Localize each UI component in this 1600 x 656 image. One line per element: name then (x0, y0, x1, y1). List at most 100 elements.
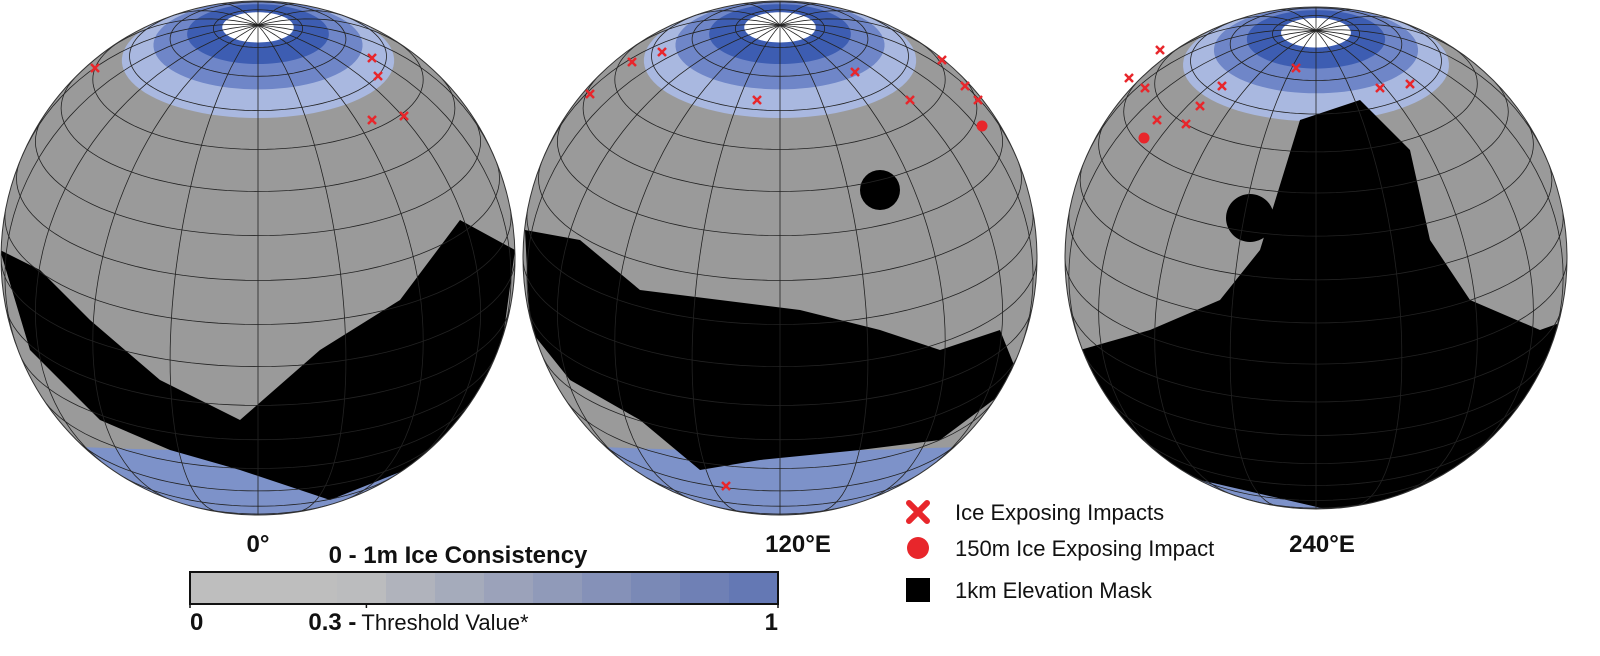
colorbar-bin (631, 572, 681, 604)
colorbar-bin (729, 572, 779, 604)
graticule (257, 24, 424, 500)
impact-marker (1195, 101, 1205, 111)
globe-label: 0° (247, 531, 270, 558)
impact-marker-stroke (850, 67, 860, 77)
impact-marker (850, 67, 860, 77)
elevation-mask (525, 230, 1020, 470)
elevation-mask (1226, 194, 1274, 242)
graticule (779, 18, 930, 49)
graticule (1315, 29, 1548, 160)
impact-marker-stroke (1181, 119, 1191, 129)
globe (1065, 7, 1567, 509)
colorbar-bin (337, 572, 387, 604)
impact-marker-stroke (1195, 101, 1205, 111)
graticule (1315, 30, 1564, 346)
impact-marker-stroke (1152, 115, 1162, 125)
globe-label: 240°E (1289, 531, 1355, 558)
threshold-note: Threshold Value* (361, 610, 529, 635)
globe-outline (0, 0, 516, 516)
globe-outline (1064, 6, 1568, 510)
impact-marker-stroke (1405, 79, 1415, 89)
graticule (257, 24, 347, 513)
impact-marker (752, 95, 762, 105)
graticule (257, 10, 341, 26)
legend-mask-icon (906, 578, 930, 602)
graticule (1235, 16, 1317, 31)
graticule (257, 24, 512, 349)
graticule (1068, 30, 1317, 346)
impact-marker-stroke (399, 111, 409, 121)
impact-marker-stroke (657, 47, 667, 57)
impact-marker-stroke (973, 95, 983, 105)
impact-marker-stroke (960, 81, 970, 91)
colorbar-bin (680, 572, 730, 604)
graticule (779, 10, 863, 26)
impact-marker (367, 115, 377, 125)
colorbar-tick-label: 0.3 - (308, 609, 356, 636)
impact-marker (627, 57, 637, 67)
impact-marker (1152, 115, 1162, 125)
impact-marker-stroke (1155, 45, 1165, 55)
impact-marker-stroke (627, 57, 637, 67)
graticule (526, 24, 781, 349)
colorbar-bin (533, 572, 583, 604)
impact-marker (1375, 83, 1385, 93)
impact-marker (399, 111, 409, 121)
colorbar-bin (386, 572, 436, 604)
impact-marker-stroke (1217, 81, 1227, 91)
impact-marker (1217, 81, 1227, 91)
impact-marker (937, 55, 947, 65)
colorbar-bin (484, 572, 534, 604)
colorbar-frame (189, 571, 779, 605)
impact-marker-stroke (585, 89, 595, 99)
impact-marker-stroke (1124, 73, 1134, 83)
graticule (691, 24, 781, 513)
impact-marker-stroke (1140, 83, 1150, 93)
impact-marker (960, 81, 970, 91)
graticule (257, 24, 482, 462)
graticule (1098, 30, 1317, 457)
graticule (92, 24, 259, 500)
graticule (169, 24, 259, 513)
graticule (257, 24, 495, 158)
graticule (744, 3, 781, 26)
colorbar-bin (288, 572, 338, 604)
legend-x-icon (906, 500, 930, 524)
globe (1, 1, 515, 515)
impact-marker (90, 63, 100, 73)
graticule (1315, 30, 1534, 457)
graticule (779, 24, 1034, 349)
graticule (175, 10, 259, 26)
impact-marker (973, 95, 983, 105)
impact-marker (1291, 63, 1301, 73)
colorbar-tick-label: 0 (190, 609, 203, 636)
globe-outline (522, 0, 1038, 516)
graticule (697, 10, 781, 26)
impact-marker-stroke (373, 71, 383, 81)
graticule (779, 3, 816, 26)
colorbar-tick-label: 1 (765, 609, 778, 636)
colorbar: 0 0.3 - Threshold Value* 1 (189, 571, 779, 636)
graticule (257, 18, 408, 49)
impact-marker-stroke (721, 481, 731, 491)
elevation-mask (1, 220, 515, 500)
globe (523, 1, 1037, 515)
colorbar-bin (435, 572, 485, 604)
graticule (1315, 16, 1397, 31)
colorbar-bin (239, 572, 289, 604)
graticule (4, 24, 259, 349)
graticule (1229, 30, 1317, 507)
graticule (779, 24, 869, 513)
impact-marker (1405, 79, 1415, 89)
graticule (257, 3, 294, 26)
impact-150m (976, 120, 988, 132)
impact-marker-stroke (905, 95, 915, 105)
graticule (1154, 30, 1317, 494)
impact-marker (905, 95, 915, 105)
graticule (543, 24, 781, 158)
impact-marker-stroke (367, 115, 377, 125)
impact-marker (1140, 83, 1150, 93)
impact-marker (1124, 73, 1134, 83)
impact-marker (1155, 45, 1165, 55)
elevation-mask (860, 170, 900, 210)
